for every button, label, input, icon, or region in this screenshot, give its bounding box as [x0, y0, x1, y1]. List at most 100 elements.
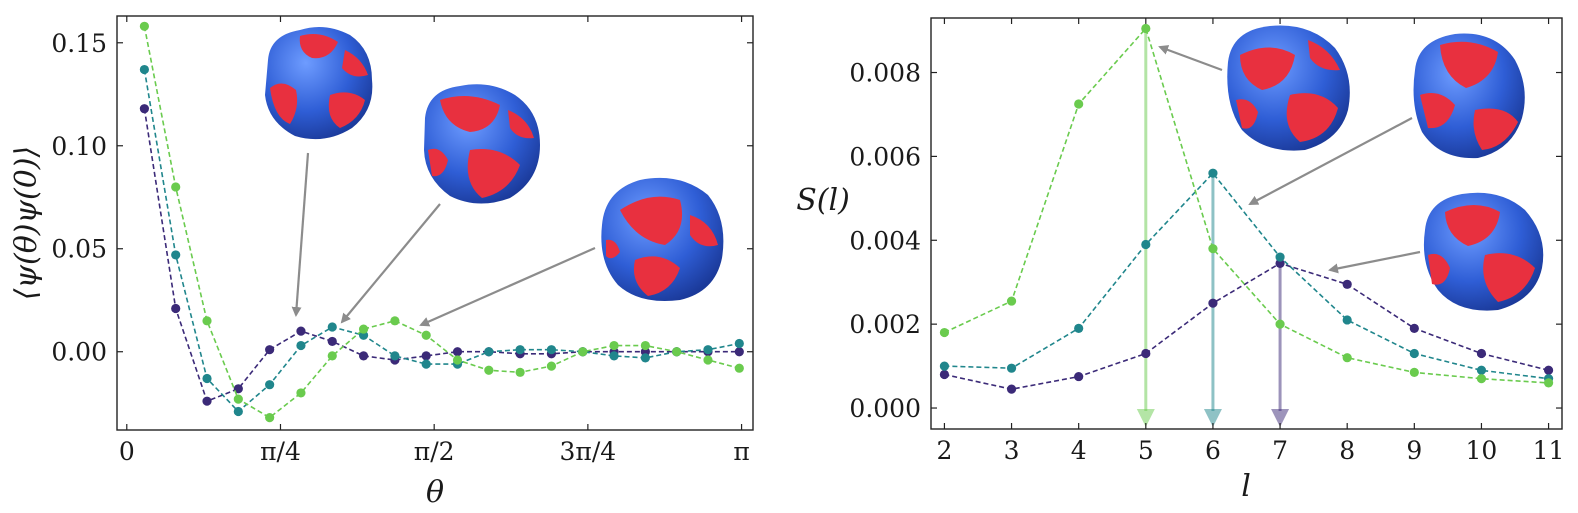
series-teal-point — [703, 345, 713, 355]
series-teal-point — [1476, 365, 1487, 375]
series-green-point — [1275, 319, 1285, 329]
series-green-point — [1006, 296, 1017, 306]
series-green-point — [233, 394, 243, 404]
series-green-point — [202, 316, 212, 326]
x-tick-label: 11 — [1533, 436, 1565, 465]
series-teal-point — [1006, 363, 1017, 373]
series-teal-point — [484, 347, 494, 357]
series-green-point — [1208, 244, 1218, 254]
x-tick-label: 3 — [1004, 436, 1020, 465]
series-purple-point — [171, 303, 181, 314]
x-tick-label: 0 — [119, 437, 135, 466]
left-x-axis-label: θ — [426, 475, 444, 510]
y-tick-label: 0.004 — [849, 226, 921, 255]
x-tick-label: 10 — [1466, 436, 1498, 465]
x-tick-label: 5 — [1138, 436, 1154, 465]
annotation-arrow-2 — [340, 203, 441, 324]
series-teal-peak-arrowhead — [1203, 409, 1222, 427]
y-tick-label: 0.006 — [849, 142, 921, 171]
x-tick-label: 3π/4 — [560, 437, 617, 466]
x-tick-label: 7 — [1272, 436, 1288, 465]
series-purple-point — [327, 336, 337, 347]
series-teal-line — [944, 171, 1549, 380]
annotation-arrow-3 — [419, 246, 596, 327]
series-teal-point — [515, 345, 525, 355]
series-green-point — [452, 355, 463, 365]
series-green-point — [421, 330, 431, 340]
series-teal-point — [734, 338, 744, 349]
series-teal-point — [202, 373, 212, 384]
y-tick-label: 0.00 — [51, 338, 107, 367]
series-green-point — [578, 347, 588, 357]
series-teal-point — [640, 353, 650, 363]
particle-image-1 — [265, 26, 373, 140]
right-x-axis-label: l — [1241, 469, 1251, 504]
series-green-line — [944, 26, 1549, 384]
series-teal-point — [1342, 315, 1352, 325]
series-teal-point — [171, 250, 181, 260]
series-purple-point — [265, 345, 275, 355]
series-purple-point — [1275, 258, 1285, 268]
y-tick-label: 0.05 — [51, 235, 107, 264]
annotation-arrow-1 — [291, 152, 310, 317]
series-teal-point — [1409, 348, 1419, 359]
series-teal-point — [139, 64, 149, 75]
series-purple-point — [1342, 279, 1352, 289]
x-tick-label: 4 — [1071, 436, 1087, 465]
x-tick-label: 9 — [1406, 436, 1422, 465]
series-green-peak-arrowhead — [1136, 409, 1155, 427]
x-tick-label: π/2 — [414, 437, 455, 466]
series-teal-point — [939, 361, 950, 371]
particle-image-5 — [1413, 33, 1525, 159]
series-green-point — [703, 355, 713, 365]
series-green-point — [1409, 367, 1419, 377]
series-teal-point — [327, 322, 337, 332]
left-panel: 0 π/4 π/2 3π/4 π 0.00 0.05 0.10 0.15 θ ⟨ψ(θ)ψ(0)… — [9, 15, 754, 510]
series-purple-point — [1141, 348, 1151, 359]
left-y-axis-label: ⟨ψ(θ)ψ(0)⟩ — [9, 146, 44, 300]
series-teal-point — [390, 351, 400, 361]
series-purple-line — [944, 262, 1549, 391]
series-teal-point — [265, 380, 275, 390]
series-green-point — [939, 327, 950, 338]
series-green-point — [640, 340, 650, 351]
series-green-point — [1141, 23, 1151, 34]
particle-image-3 — [601, 177, 724, 301]
y-tick-label: 0.002 — [849, 310, 921, 339]
series-green-point — [139, 21, 149, 31]
series-green-point — [1342, 353, 1352, 363]
series-green-point — [265, 413, 275, 423]
series-green-point — [358, 324, 369, 334]
series-purple-point — [1074, 371, 1084, 382]
series-purple-peak-arrowhead — [1271, 409, 1290, 427]
series-green-point — [296, 388, 306, 398]
series-green-point — [609, 340, 619, 351]
series-purple-point — [452, 347, 463, 357]
series-green-point — [171, 182, 181, 192]
series-green-point — [390, 316, 400, 326]
series-teal-point — [1275, 252, 1285, 262]
series-teal-point — [296, 340, 306, 351]
series-purple-point — [421, 351, 431, 361]
series-green-point — [1074, 99, 1084, 109]
x-tick-label: 8 — [1339, 436, 1355, 465]
y-tick-label: 0.000 — [849, 394, 921, 423]
series-purple-point — [296, 326, 306, 336]
series-purple-point — [1409, 323, 1419, 333]
y-tick-label: 0.008 — [849, 59, 921, 88]
particle-image-2 — [424, 84, 540, 204]
series-purple-point — [1208, 298, 1218, 308]
series-teal-point — [1208, 168, 1218, 178]
series-green-point — [515, 367, 525, 377]
series-teal-point — [546, 345, 557, 355]
x-tick-label: 2 — [936, 436, 952, 465]
annotation-arrow-4 — [1158, 45, 1223, 72]
annotation-arrow-6 — [1328, 250, 1421, 274]
series-teal-point — [233, 406, 243, 417]
series-purple-point — [358, 351, 369, 361]
series-purple-point — [1543, 365, 1554, 375]
series-purple-point — [1006, 384, 1017, 394]
series-green-point — [484, 365, 494, 375]
series-purple-point — [233, 384, 243, 394]
